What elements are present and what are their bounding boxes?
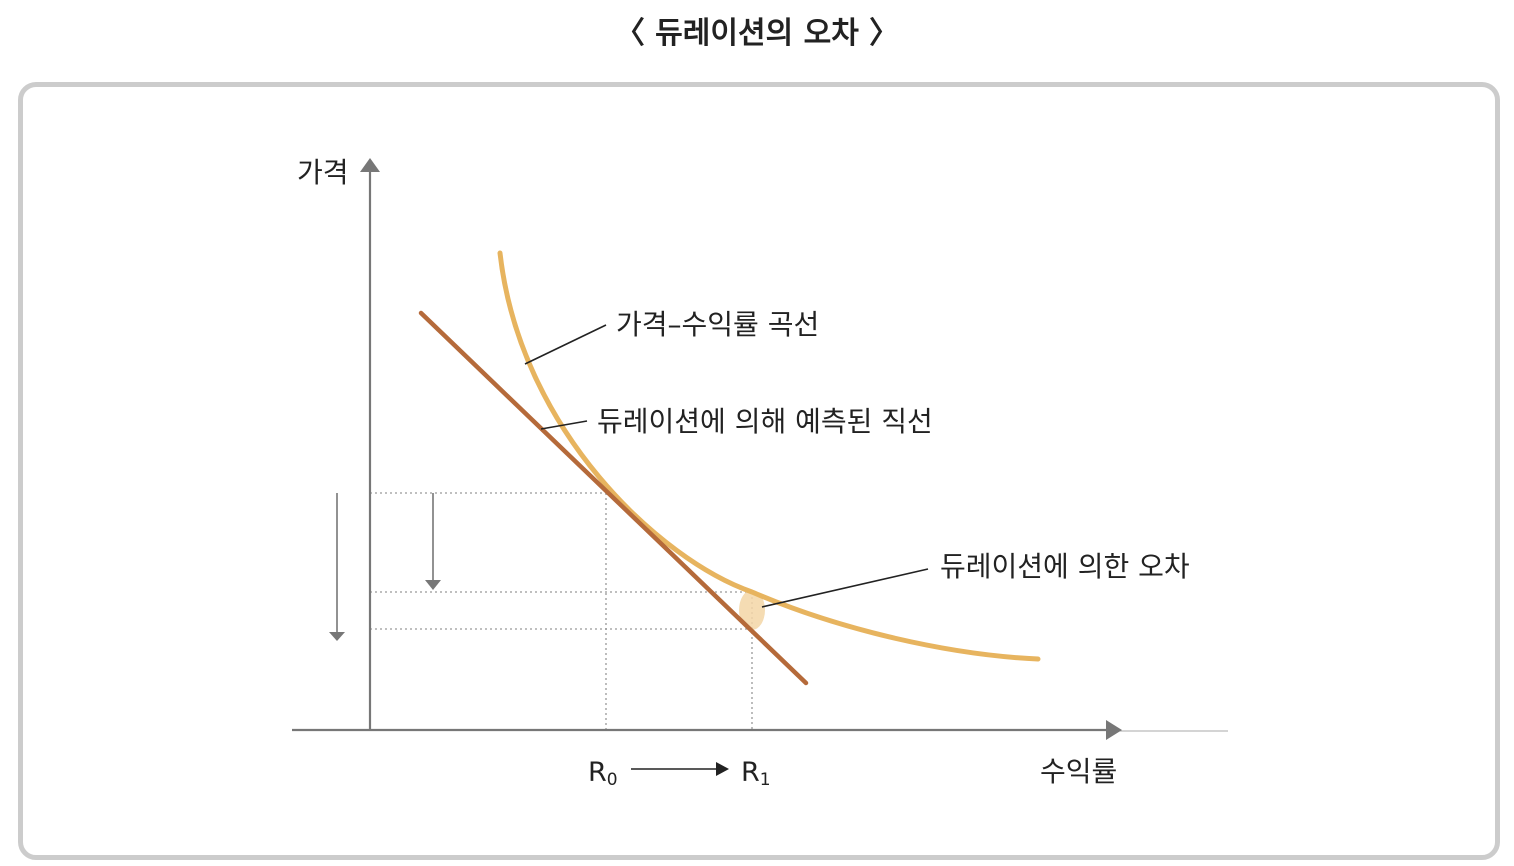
- y-axis-label: 가격: [297, 156, 349, 189]
- price-yield-curve: [497, 250, 1041, 662]
- duration-tangent-line: [418, 310, 809, 686]
- curve-label-leader: [524, 324, 607, 365]
- r0-label: R0: [588, 757, 618, 790]
- line-label-leader: [540, 420, 588, 430]
- r0-to-r1-arrowhead: [716, 762, 729, 776]
- diagram-panel: [18, 82, 1500, 860]
- x-axis-arrowhead: [1106, 720, 1122, 740]
- line-label: 듀레이션에 의해 예측된 직선: [597, 405, 933, 438]
- r0-main: R: [588, 757, 607, 788]
- x-axis-label: 수익률: [1040, 755, 1117, 788]
- error-label-leader: [761, 568, 929, 608]
- price-drop-arrowhead-large: [329, 632, 345, 641]
- r1-main: R: [741, 757, 760, 788]
- r1-subscript: 1: [760, 770, 771, 790]
- r0-subscript: 0: [607, 770, 618, 790]
- r1-label: R1: [741, 757, 771, 790]
- error-label: 듀레이션에 의한 오차: [940, 550, 1190, 583]
- error-highlight: [739, 590, 765, 630]
- curve-label: 가격–수익률 곡선: [616, 308, 819, 341]
- y-axis-arrowhead: [360, 158, 380, 172]
- price-drop-arrowhead-small: [425, 580, 441, 590]
- page-title: 〈 듀레이션의 오차 〉: [614, 16, 900, 51]
